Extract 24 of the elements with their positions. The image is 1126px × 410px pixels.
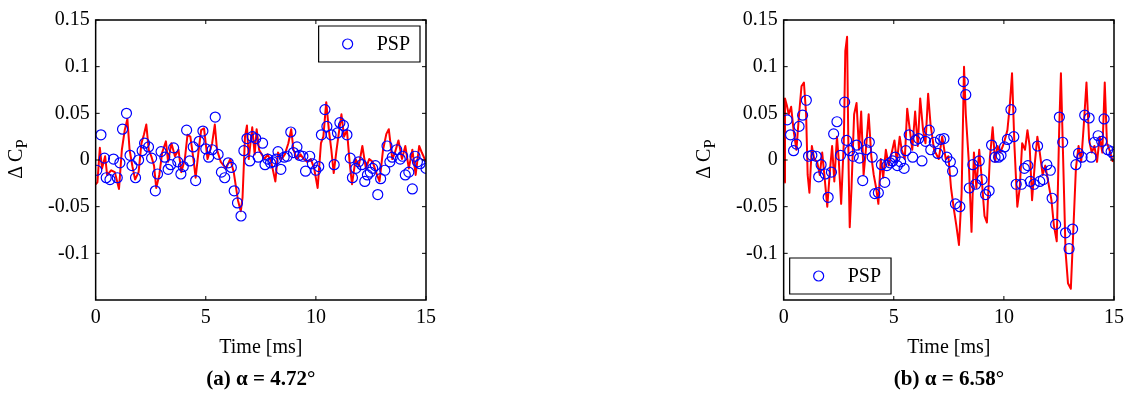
x-tick-label: 5 (200, 305, 211, 328)
y-tick-label: 0.15 (54, 7, 90, 30)
legend-label: PSP (376, 32, 411, 55)
y-tick-label: 0.05 (742, 100, 778, 123)
y-tick-label: 0.1 (752, 53, 778, 76)
y-tick-label: 0.05 (54, 100, 90, 123)
x-tick-label: 5 (888, 305, 899, 328)
x-tick-label: 10 (993, 305, 1014, 328)
y-tick-label: -0.05 (47, 193, 90, 216)
y-tick-label: -0.05 (735, 193, 778, 216)
y-tick-label: 0 (767, 147, 778, 170)
y-tick-label: 0.1 (64, 53, 90, 76)
y-tick-label: -0.1 (745, 240, 778, 263)
y-tick-label: 0.15 (742, 7, 778, 30)
text: (a) α = 4.72° (206, 366, 316, 391)
x-axis-title: Time [ms] (219, 335, 303, 358)
y-tick-label: -0.1 (57, 240, 90, 263)
legend-label: PSP (847, 264, 882, 287)
text: (b) α = 6.58° (893, 366, 1005, 391)
x-tick-label: 15 (1104, 305, 1124, 328)
x-axis-title: Time [ms] (907, 335, 991, 358)
y-tick-label: 0 (79, 147, 90, 170)
x-tick-label: 10 (305, 305, 326, 328)
x-tick-label: 15 (416, 305, 436, 328)
